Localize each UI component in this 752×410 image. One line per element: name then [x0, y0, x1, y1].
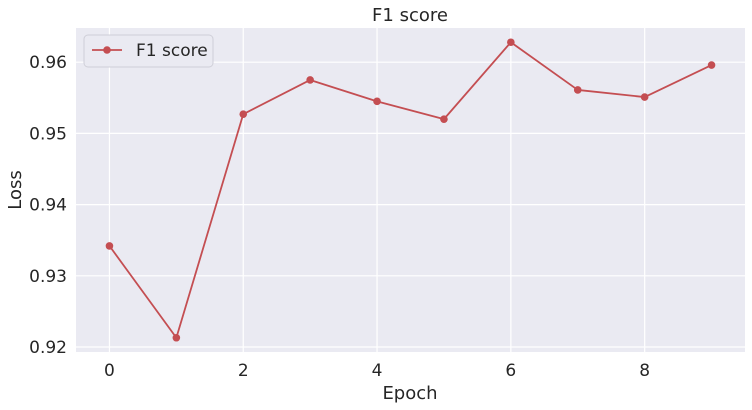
data-point	[440, 115, 448, 123]
data-series	[105, 38, 716, 342]
data-point	[640, 93, 649, 101]
series-line-f1-score	[108, 41, 712, 339]
y-tick-label: 0.93	[29, 267, 67, 287]
data-point	[172, 333, 181, 342]
legend-entry-f1-score: F1 score	[136, 41, 208, 61]
data-point	[306, 76, 314, 84]
legend: F1 score	[83, 34, 214, 68]
data-point	[105, 242, 114, 250]
data-point	[507, 38, 515, 47]
y-tick-label: 0.95	[29, 124, 67, 144]
y-tick-label: 0.96	[29, 53, 67, 73]
x-tick-label: 0	[104, 361, 115, 381]
x-axis-label: Epoch	[382, 383, 437, 404]
data-point	[707, 61, 716, 69]
x-tick-label: 6	[505, 361, 516, 381]
data-point	[373, 97, 381, 106]
y-tick-label: 0.94	[29, 196, 67, 216]
x-tick-label: 8	[639, 361, 650, 381]
x-tick-label: 2	[238, 361, 249, 381]
x-tick-label: 4	[372, 361, 383, 381]
y-axis-label: Loss	[5, 170, 26, 209]
y-tick-label: 0.92	[29, 338, 67, 358]
tick-labels: 0 2 4 6 8 0.92 0.93 0.94 0.95 0.96	[29, 53, 650, 381]
data-point	[573, 86, 582, 94]
grid-lines	[76, 28, 745, 352]
legend-box	[83, 34, 214, 68]
chart-title: F1 score	[372, 5, 448, 26]
data-point	[239, 110, 248, 118]
legend-marker-swatch	[103, 46, 111, 54]
